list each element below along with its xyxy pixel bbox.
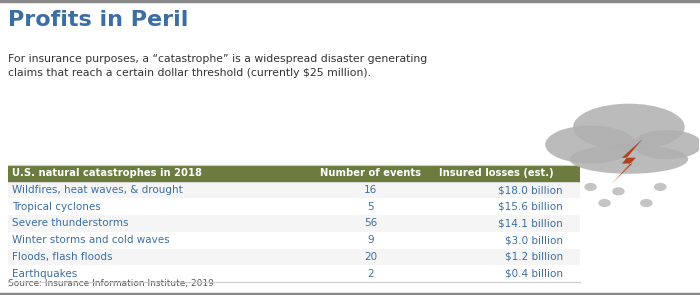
Text: Earthquakes: Earthquakes: [12, 268, 77, 278]
Ellipse shape: [545, 126, 636, 163]
Ellipse shape: [654, 183, 666, 191]
Text: Severe thunderstorms: Severe thunderstorms: [12, 219, 128, 229]
Text: $15.6 billion: $15.6 billion: [498, 202, 563, 212]
FancyBboxPatch shape: [8, 199, 580, 215]
Text: $14.1 billion: $14.1 billion: [498, 219, 563, 229]
FancyBboxPatch shape: [8, 265, 580, 282]
Ellipse shape: [598, 199, 611, 207]
Ellipse shape: [640, 199, 652, 207]
Text: $1.2 billion: $1.2 billion: [505, 252, 563, 262]
Text: Floods, flash floods: Floods, flash floods: [12, 252, 112, 262]
Text: 20: 20: [365, 252, 377, 262]
Ellipse shape: [573, 104, 685, 150]
Ellipse shape: [570, 145, 688, 174]
Text: 2: 2: [368, 268, 374, 278]
Text: U.S. natural catastrophes in 2018: U.S. natural catastrophes in 2018: [12, 168, 202, 178]
Text: 5: 5: [368, 202, 374, 212]
FancyBboxPatch shape: [8, 215, 580, 232]
Text: Insured losses (est.): Insured losses (est.): [439, 168, 554, 178]
Text: $0.4 billion: $0.4 billion: [505, 268, 563, 278]
Text: Profits in Peril: Profits in Peril: [8, 10, 189, 30]
Text: 56: 56: [364, 219, 377, 229]
FancyBboxPatch shape: [8, 182, 580, 199]
Ellipse shape: [612, 187, 624, 195]
FancyBboxPatch shape: [8, 232, 580, 248]
Text: For insurance purposes, a “catastrophe” is a widespread disaster generating
clai: For insurance purposes, a “catastrophe” …: [8, 54, 428, 78]
Text: $3.0 billion: $3.0 billion: [505, 235, 563, 245]
Text: $18.0 billion: $18.0 billion: [498, 185, 563, 195]
Text: Number of events: Number of events: [321, 168, 421, 178]
Text: Wildfires, heat waves, & drought: Wildfires, heat waves, & drought: [12, 185, 183, 195]
Text: 9: 9: [368, 235, 374, 245]
Text: 16: 16: [364, 185, 377, 195]
Text: Winter storms and cold waves: Winter storms and cold waves: [12, 235, 169, 245]
FancyBboxPatch shape: [8, 248, 580, 265]
Polygon shape: [612, 139, 643, 184]
Text: Source: Insurance Information Institute, 2019: Source: Insurance Information Institute,…: [8, 279, 214, 288]
Ellipse shape: [632, 130, 700, 159]
Ellipse shape: [584, 183, 597, 191]
FancyBboxPatch shape: [8, 165, 580, 182]
Text: Tropical cyclones: Tropical cyclones: [12, 202, 101, 212]
